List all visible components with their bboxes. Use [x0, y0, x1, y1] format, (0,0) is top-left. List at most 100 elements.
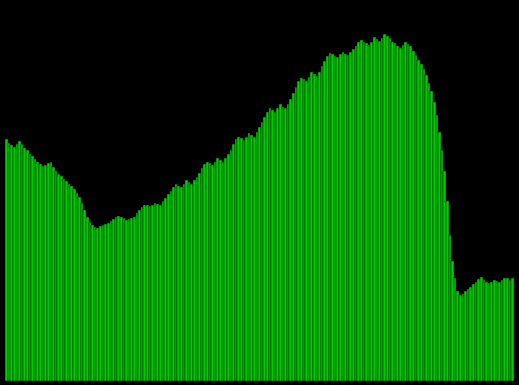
- Bar: [222, 162, 224, 381]
- Bar: [339, 54, 342, 381]
- Bar: [209, 163, 211, 381]
- Bar: [97, 228, 99, 381]
- Bar: [84, 210, 86, 381]
- Bar: [331, 54, 334, 381]
- Bar: [130, 218, 133, 381]
- Bar: [402, 45, 404, 381]
- Bar: [237, 137, 240, 381]
- Bar: [245, 137, 248, 381]
- Bar: [363, 42, 365, 381]
- Bar: [271, 110, 274, 381]
- Bar: [156, 204, 159, 381]
- Bar: [261, 122, 264, 381]
- Bar: [264, 117, 266, 381]
- Bar: [89, 222, 91, 381]
- Bar: [94, 227, 97, 381]
- Bar: [352, 49, 354, 381]
- Bar: [162, 201, 165, 381]
- Bar: [71, 186, 73, 381]
- Bar: [334, 56, 336, 381]
- Bar: [394, 43, 397, 381]
- Bar: [376, 39, 378, 381]
- Bar: [404, 42, 407, 381]
- Bar: [336, 57, 339, 381]
- Bar: [148, 206, 151, 381]
- Bar: [446, 201, 448, 381]
- Bar: [242, 140, 245, 381]
- Bar: [433, 102, 435, 381]
- Bar: [183, 184, 185, 381]
- Bar: [443, 171, 446, 381]
- Bar: [120, 216, 122, 381]
- Bar: [321, 67, 323, 381]
- Bar: [16, 144, 18, 381]
- Bar: [506, 278, 509, 381]
- Bar: [428, 83, 430, 381]
- Bar: [316, 76, 318, 381]
- Bar: [193, 181, 196, 381]
- Bar: [435, 116, 438, 381]
- Bar: [110, 221, 112, 381]
- Bar: [42, 166, 44, 381]
- Bar: [36, 162, 39, 381]
- Bar: [448, 235, 451, 381]
- Bar: [386, 37, 389, 381]
- Bar: [73, 189, 76, 381]
- Bar: [76, 192, 78, 381]
- Bar: [498, 282, 501, 381]
- Bar: [216, 158, 219, 381]
- Bar: [509, 280, 511, 381]
- Bar: [451, 261, 454, 381]
- Bar: [23, 148, 26, 381]
- Bar: [381, 38, 384, 381]
- Bar: [313, 74, 316, 381]
- Bar: [470, 287, 472, 381]
- Bar: [240, 139, 242, 381]
- Bar: [277, 109, 279, 381]
- Bar: [165, 198, 167, 381]
- Bar: [290, 99, 292, 381]
- Bar: [232, 144, 235, 381]
- Bar: [329, 53, 331, 381]
- Bar: [493, 280, 496, 381]
- Bar: [456, 291, 459, 381]
- Bar: [104, 224, 107, 381]
- Bar: [441, 150, 443, 381]
- Bar: [420, 64, 422, 381]
- Bar: [138, 210, 141, 381]
- Bar: [227, 154, 229, 381]
- Bar: [49, 162, 52, 381]
- Bar: [117, 216, 120, 381]
- Bar: [18, 141, 21, 381]
- Bar: [235, 139, 237, 381]
- Bar: [454, 278, 456, 381]
- Bar: [190, 184, 193, 381]
- Bar: [430, 91, 433, 381]
- Bar: [91, 225, 94, 381]
- Bar: [282, 107, 284, 381]
- Bar: [143, 204, 146, 381]
- Bar: [203, 164, 206, 381]
- Bar: [185, 181, 188, 381]
- Bar: [250, 135, 253, 381]
- Bar: [326, 56, 329, 381]
- Bar: [115, 218, 117, 381]
- Bar: [141, 207, 143, 381]
- Bar: [412, 51, 415, 381]
- Bar: [63, 179, 65, 381]
- Bar: [496, 281, 498, 381]
- Bar: [389, 38, 391, 381]
- Bar: [467, 288, 470, 381]
- Bar: [175, 184, 177, 381]
- Bar: [287, 104, 290, 381]
- Bar: [318, 72, 321, 381]
- Bar: [347, 55, 349, 381]
- Bar: [248, 133, 250, 381]
- Bar: [415, 55, 417, 381]
- Bar: [99, 226, 102, 381]
- Bar: [461, 294, 465, 381]
- Bar: [342, 52, 344, 381]
- Bar: [360, 40, 363, 381]
- Bar: [344, 54, 347, 381]
- Bar: [274, 112, 277, 381]
